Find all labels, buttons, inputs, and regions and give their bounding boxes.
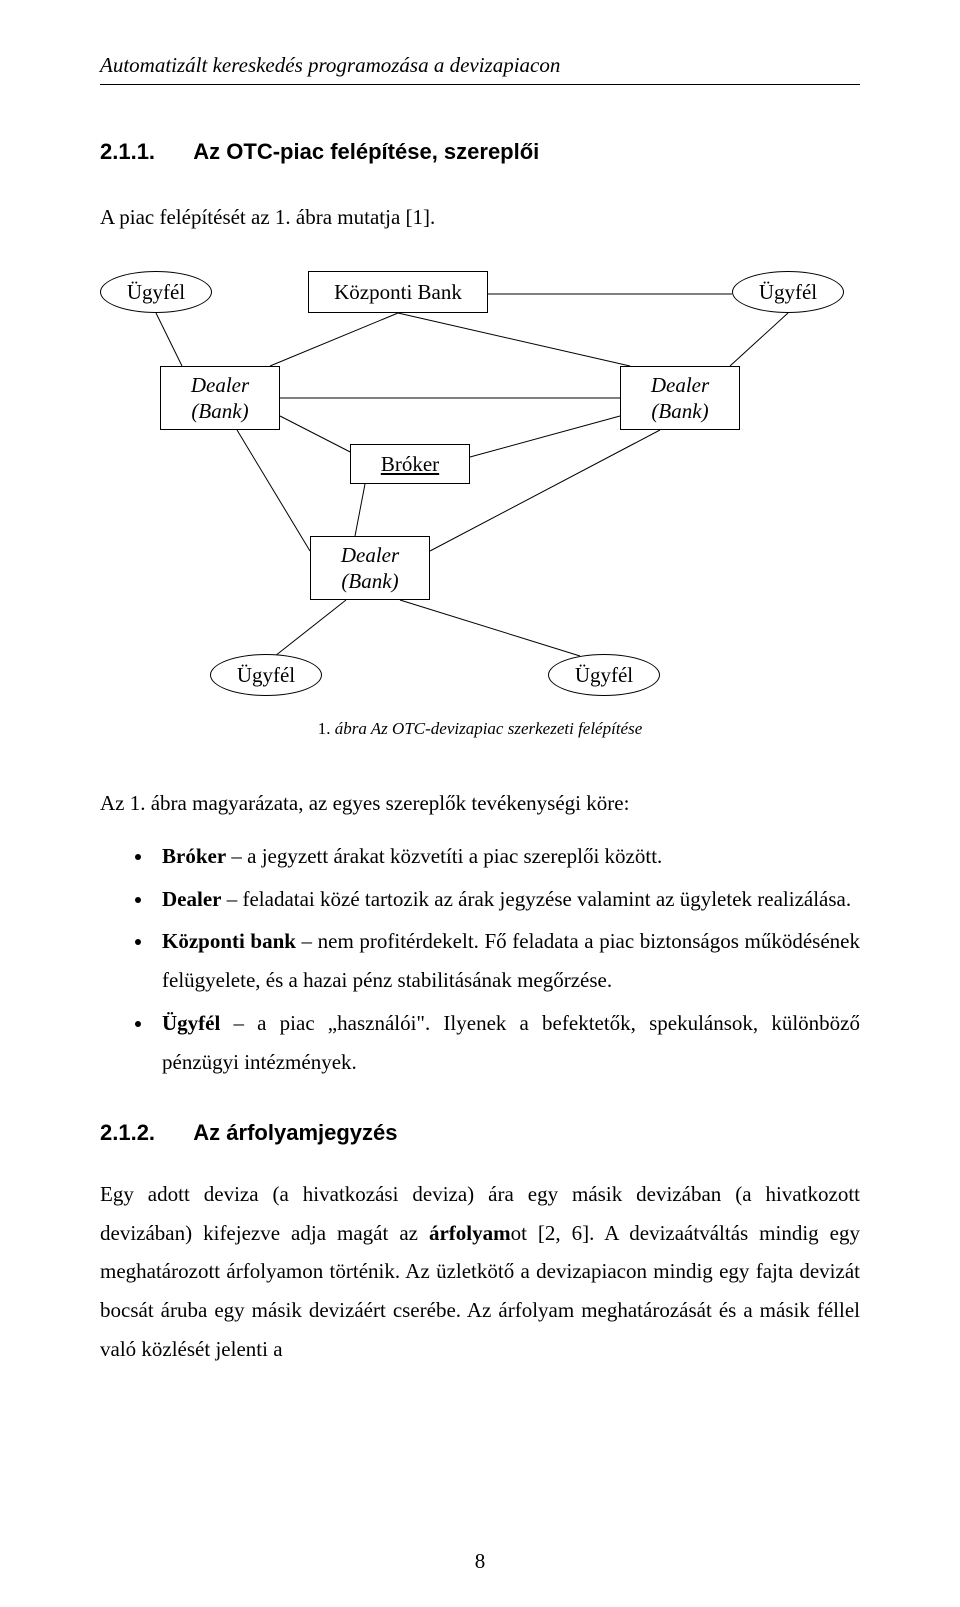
role-name: Bróker: [162, 844, 226, 868]
node-kozponti: Központi Bank: [308, 271, 488, 313]
explanation-intro: Az 1. ábra magyarázata, az egyes szerepl…: [100, 784, 860, 823]
role-desc: – a piac „használói". Ilyenek a befektet…: [162, 1011, 860, 1074]
section-2-paragraph: Egy adott deviza (a hivatkozási deviza) …: [100, 1175, 860, 1369]
list-item: Dealer – feladatai közé tartozik az árak…: [154, 880, 860, 919]
role-desc: – feladatai közé tartozik az árak jegyzé…: [221, 887, 851, 911]
node-dealer_l: Dealer(Bank): [160, 366, 280, 430]
list-item: Bróker – a jegyzett árakat közvetíti a p…: [154, 837, 860, 876]
node-dealer_b: Dealer(Bank): [310, 536, 430, 600]
figure-1-caption: 1. ábra Az OTC-devizapiac szerkezeti fel…: [100, 716, 860, 742]
list-item: Központi bank – nem profitérdekelt. Fő f…: [154, 922, 860, 1000]
running-header: Automatizált kereskedés programozása a d…: [100, 50, 860, 82]
para2-bold: árfolyam: [429, 1221, 511, 1245]
page-number: 8: [0, 1546, 960, 1578]
diagram-edges-svg: [100, 266, 860, 706]
role-name: Ügyfél: [162, 1011, 220, 1035]
role-name: Központi bank: [162, 929, 296, 953]
node-dealer_r: Dealer(Bank): [620, 366, 740, 430]
section-1-number: 2.1.1.: [100, 135, 188, 168]
section-1-title: Az OTC-piac felépítése, szereplői: [193, 139, 539, 164]
role-name: Dealer: [162, 887, 221, 911]
figure-1-caption-text: ábra Az OTC-devizapiac szerkezeti felépí…: [335, 719, 643, 738]
list-item: Ügyfél – a piac „használói". Ilyenek a b…: [154, 1004, 860, 1082]
section-2-number: 2.1.2.: [100, 1116, 188, 1149]
role-list: Bróker – a jegyzett árakat közvetíti a p…: [100, 837, 860, 1082]
node-broker: Bróker: [350, 444, 470, 484]
header-rule: [100, 84, 860, 85]
section-2-title: Az árfolyamjegyzés: [193, 1120, 397, 1145]
section-1-heading: 2.1.1. Az OTC-piac felépítése, szereplői: [100, 135, 860, 168]
figure-1-number: 1.: [318, 719, 331, 738]
section-2-heading: 2.1.2. Az árfolyamjegyzés: [100, 1116, 860, 1149]
otc-structure-diagram: ÜgyfélKözponti BankÜgyfélDealer(Bank)Dea…: [100, 266, 860, 706]
role-desc: – a jegyzett árakat közvetíti a piac sze…: [226, 844, 662, 868]
intro-paragraph: A piac felépítését az 1. ábra mutatja [1…: [100, 198, 860, 237]
